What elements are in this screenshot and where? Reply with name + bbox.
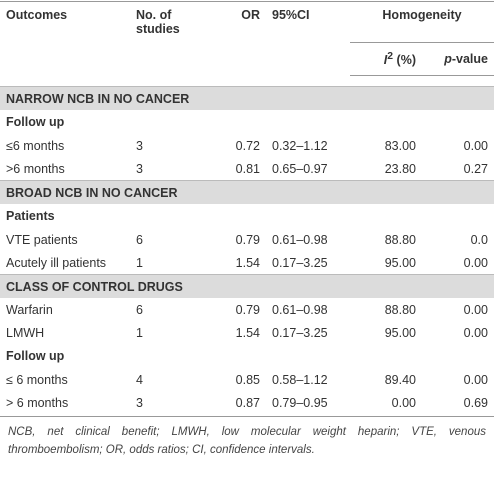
data-row: > 6 months 3 0.87 0.79–0.95 0.00 0.69 xyxy=(0,391,494,417)
cell: 3 xyxy=(130,391,202,417)
cell: 0.61–0.98 xyxy=(272,232,328,247)
cell: 0.00 xyxy=(463,325,488,340)
group-heading-row: Patients xyxy=(0,204,494,228)
cell: 0.81 xyxy=(235,161,260,176)
cell: Warfarin xyxy=(6,302,53,317)
cell: 83.00 xyxy=(384,138,416,153)
cell: 0.17–3.25 xyxy=(272,255,328,270)
cell: 1 xyxy=(136,325,143,340)
cell: 88.80 xyxy=(384,302,416,317)
cell: 3 xyxy=(136,161,143,176)
unit: (%) xyxy=(396,53,416,68)
cell: 0.00 xyxy=(350,391,422,417)
cell: 0.00 xyxy=(463,372,488,387)
data-row: Acutely ill patients 1 1.54 0.17–3.25 95.00 0… xyxy=(0,251,494,275)
cell: Acutely ill patients xyxy=(6,255,107,270)
cell: ≤6 months xyxy=(6,138,65,153)
group-heading: Follow up xyxy=(6,115,65,129)
data-row: ≤6 months 3 0.72 0.32–1.12 83.00 0.00 xyxy=(0,134,494,157)
header-cell: OR xyxy=(202,1,266,76)
cell: 0.72 xyxy=(235,138,260,153)
data-row: VTE patients 6 0.79 0.61–0.98 88.80 0.0 xyxy=(0,228,494,251)
group-heading: Follow up xyxy=(6,349,65,363)
cell: 0.58–1.12 xyxy=(272,372,328,387)
cell: 0.0 xyxy=(470,232,488,247)
cell: >6 months xyxy=(6,161,65,176)
cell: 23.80 xyxy=(384,161,416,176)
section-row: CLASS OF CONTROL DRUGS xyxy=(0,274,494,298)
cell: 95.00 xyxy=(384,255,416,270)
cell: 1.54 xyxy=(235,255,260,270)
cell: VTE patients xyxy=(6,232,78,247)
symbol: p xyxy=(444,52,452,66)
data-row: ≤ 6 months 4 0.85 0.58–1.12 89.40 0.00 xyxy=(0,368,494,391)
section-row: BROAD NCB IN NO CANCER xyxy=(0,180,494,204)
header-row: I2 (%) p-value xyxy=(0,42,494,76)
cell: 0.17–3.25 xyxy=(272,325,328,340)
cell: 95.00 xyxy=(384,325,416,340)
header-cell: I2 (%) xyxy=(350,42,422,76)
cell: 6 xyxy=(136,302,143,317)
results-table: Outcomes No. of studies OR 95%CI Homogen… xyxy=(0,1,494,417)
cell: 6 xyxy=(136,232,143,247)
cell: 0.85 xyxy=(235,372,260,387)
cell: 1.54 xyxy=(235,325,260,340)
cell: 1 xyxy=(136,255,143,270)
header-row: Outcomes No. of studies OR 95%CI Homogen… xyxy=(0,1,494,76)
group-heading-row: Follow up xyxy=(0,110,494,134)
cell: 0.69 xyxy=(422,391,494,417)
spacer xyxy=(0,76,494,87)
cell: ≤ 6 months xyxy=(6,372,68,387)
table-body: NARROW NCB IN NO CANCER Follow up ≤6 month… xyxy=(0,86,494,417)
cell: 89.40 xyxy=(384,372,416,387)
cell: 0.87 xyxy=(202,391,266,417)
cell: 0.79 xyxy=(235,232,260,247)
footnote: NCB, net clinical benefit; LMWH, low mol… xyxy=(8,426,486,456)
superscript: 2 xyxy=(387,50,394,62)
section-title: BROAD NCB IN NO CANCER xyxy=(0,180,494,204)
data-row: LMWH 1 1.54 0.17–3.25 95.00 0.00 xyxy=(0,321,494,344)
section-title: NARROW NCB IN NO CANCER xyxy=(0,86,494,110)
header-cell: p-value xyxy=(422,42,494,76)
group-heading-row: Follow up xyxy=(0,344,494,368)
table-header: Outcomes No. of studies OR 95%CI Homogen… xyxy=(0,1,494,87)
cell: 3 xyxy=(136,138,143,153)
unit: -value xyxy=(451,52,488,66)
data-row: Warfarin 6 0.79 0.61–0.98 88.80 0.00 xyxy=(0,298,494,321)
header-cell: No. of studies xyxy=(130,1,202,76)
symbol: I xyxy=(383,53,388,68)
cell: 0.65–0.97 xyxy=(272,161,328,176)
cell: 0.79–0.95 xyxy=(266,391,350,417)
section-title: CLASS OF CONTROL DRUGS xyxy=(0,274,494,298)
cell: 0.27 xyxy=(463,161,488,176)
cell: 4 xyxy=(136,372,143,387)
cell: 0.79 xyxy=(235,302,260,317)
header-cell: Homogeneity xyxy=(350,1,494,43)
data-row: >6 months 3 0.81 0.65–0.97 23.80 0.27 xyxy=(0,157,494,181)
cell: > 6 months xyxy=(0,391,130,417)
cell: 0.00 xyxy=(463,302,488,317)
header-cell: Outcomes xyxy=(0,1,130,76)
cell: 0.61–0.98 xyxy=(272,302,328,317)
cell: 0.00 xyxy=(463,138,488,153)
group-heading: Patients xyxy=(6,209,55,223)
header-cell: 95%CI xyxy=(266,1,350,76)
cell: 0.00 xyxy=(463,255,488,270)
section-row: NARROW NCB IN NO CANCER xyxy=(0,86,494,110)
cell: 88.80 xyxy=(384,232,416,247)
cell: LMWH xyxy=(6,325,45,340)
cell: 0.32–1.12 xyxy=(272,138,328,153)
